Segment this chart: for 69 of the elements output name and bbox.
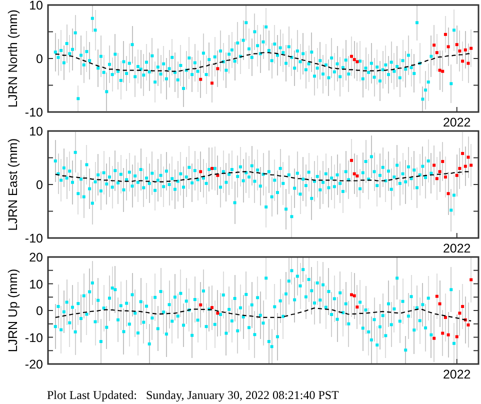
point: [470, 46, 473, 50]
point: [350, 158, 354, 162]
point: [352, 294, 356, 298]
point: [446, 45, 450, 48]
point: [441, 332, 444, 335]
point: [466, 323, 470, 326]
point: [356, 60, 359, 64]
point: [432, 336, 436, 340]
point: [435, 177, 438, 180]
point: [441, 160, 444, 163]
point: [350, 293, 354, 296]
y-tick-label: 10: [29, 0, 44, 12]
point: [438, 302, 442, 306]
point: [216, 312, 220, 315]
point: [352, 172, 356, 176]
point: [458, 166, 462, 170]
y-axis-title: LJRN North (mm): [6, 10, 20, 108]
point: [210, 166, 214, 170]
point: [464, 48, 467, 52]
point: [455, 174, 458, 177]
point: [356, 306, 359, 309]
x-tick-label: 2022: [442, 116, 471, 130]
point: [466, 62, 470, 65]
point: [446, 192, 450, 196]
point: [444, 316, 447, 319]
point: [458, 50, 462, 53]
y-tick-label: -10: [24, 106, 44, 120]
y-tick-label: 10: [29, 124, 44, 138]
point: [466, 156, 470, 159]
point: [199, 170, 202, 174]
point: [444, 32, 447, 36]
point: [435, 294, 438, 298]
point: [352, 58, 356, 62]
y-tick-label: -10: [24, 330, 44, 345]
point: [461, 304, 464, 308]
point: [210, 306, 214, 310]
point: [461, 152, 464, 155]
point: [444, 176, 447, 179]
y-tick-label: 0: [36, 52, 44, 66]
point: [210, 82, 214, 85]
point: [458, 312, 462, 315]
point: [470, 164, 473, 167]
y-tick-label: 20: [29, 250, 44, 264]
point: [441, 70, 444, 73]
point: [438, 170, 442, 174]
point: [432, 164, 436, 167]
point: [432, 44, 436, 47]
point: [455, 43, 458, 46]
point: [455, 335, 458, 338]
y-tick-label: -10: [24, 232, 44, 246]
point: [350, 54, 354, 58]
point: [464, 164, 467, 168]
y-tick-label: -20: [24, 358, 44, 372]
point: [446, 333, 450, 336]
x-tick-label: 2022: [442, 368, 471, 382]
point: [216, 67, 220, 70]
point: [470, 278, 473, 282]
point: [435, 51, 438, 54]
y-axis-title: LJRN Up (mm): [6, 268, 20, 352]
point: [199, 78, 202, 81]
text: Plot Last Updated: Sunday, January 30, 2022 08:21:40 PST: [47, 388, 340, 402]
x-tick-label: 2022: [442, 242, 471, 256]
point: [461, 60, 464, 63]
point: [356, 174, 359, 178]
y-tick-label: 10: [29, 277, 44, 292]
y-tick-label: 0: [36, 304, 44, 318]
y-tick-label: 0: [36, 178, 44, 192]
point: [199, 303, 202, 306]
y-axis-title: LJRN East (mm): [6, 138, 20, 231]
